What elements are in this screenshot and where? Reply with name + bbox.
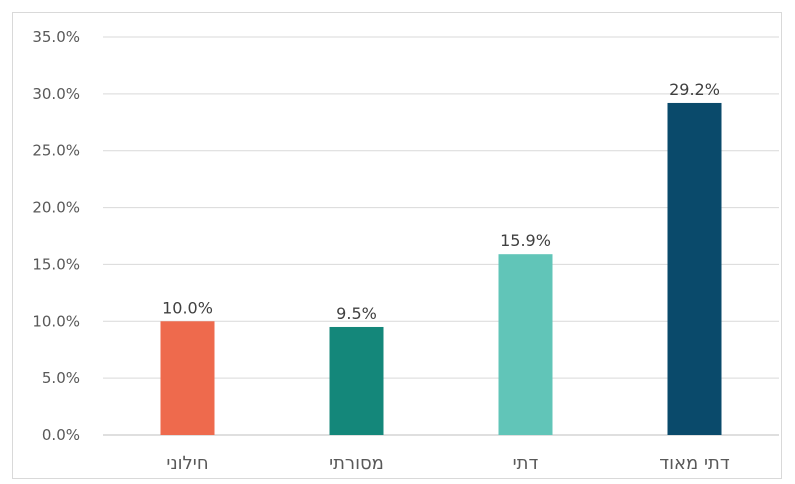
- bar: [498, 254, 553, 435]
- y-tick-label: 35.0%: [32, 28, 80, 46]
- category-label: דתי מאוד: [659, 453, 730, 474]
- bar: [160, 321, 215, 435]
- data-label: 15.9%: [500, 231, 551, 250]
- y-tick-label: 25.0%: [32, 142, 80, 160]
- y-tick-label: 10.0%: [32, 312, 80, 330]
- data-label: 10.0%: [162, 298, 213, 317]
- bar: [329, 326, 384, 435]
- category-label: מסורתי: [329, 453, 384, 474]
- y-tick-label: 20.0%: [32, 199, 80, 217]
- data-label: 29.2%: [669, 80, 720, 99]
- chart-frame: [12, 12, 782, 479]
- category-label: דתי: [513, 453, 539, 474]
- y-tick-label: 5.0%: [42, 369, 80, 387]
- y-tick-label: 15.0%: [32, 255, 80, 273]
- data-label: 9.5%: [336, 304, 377, 323]
- y-tick-label: 30.0%: [32, 85, 80, 103]
- bar: [667, 102, 722, 435]
- category-label: חילוני: [166, 453, 208, 474]
- y-tick-label: 0.0%: [42, 426, 80, 444]
